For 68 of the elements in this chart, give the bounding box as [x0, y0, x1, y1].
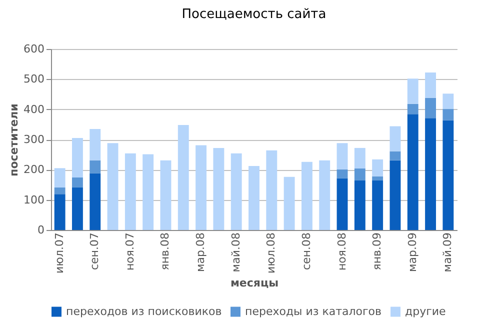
bar: [124, 153, 136, 230]
bar: [407, 78, 418, 104]
bar: [284, 176, 295, 230]
bar: [266, 150, 278, 230]
x-tick-label: ноя.08: [335, 232, 348, 271]
legend-label: переходов из поисковиков: [66, 304, 222, 318]
bar: [160, 160, 172, 230]
bar: [390, 151, 401, 160]
x-tick-label: янв.09: [370, 232, 384, 270]
bar: [54, 194, 66, 230]
bar: [390, 160, 401, 230]
bar: [442, 120, 454, 230]
y-tick-label: 600: [24, 42, 44, 56]
x-tick-label: сен.07: [88, 232, 102, 270]
bar: [54, 187, 66, 194]
bar: [213, 148, 224, 230]
bar: [336, 178, 348, 230]
bar: [301, 162, 312, 230]
bar: [90, 173, 101, 230]
y-tick-label: 400: [24, 102, 44, 116]
legend-label: другие: [405, 304, 446, 318]
bar: [442, 109, 454, 120]
bar: [248, 166, 260, 230]
y-tick-label: 100: [24, 193, 44, 206]
bar: [230, 153, 242, 230]
bar: [354, 148, 366, 168]
bar: [354, 168, 366, 181]
x-tick-label: мар.09: [406, 232, 419, 272]
chart-title: Посещаемость сайта: [182, 7, 326, 22]
bar: [178, 125, 189, 230]
bar: [425, 72, 436, 98]
y-tick-label: 200: [24, 163, 44, 176]
bar: [425, 98, 436, 118]
x-tick-label: сен.08: [300, 232, 313, 270]
bar: [372, 159, 384, 176]
bar: [319, 160, 330, 230]
bar: [72, 138, 83, 178]
bar: [336, 143, 348, 170]
x-tick-label: июл.08: [264, 232, 278, 274]
bar: [407, 114, 418, 230]
x-tick-label: ноя.07: [123, 232, 136, 271]
bar: [354, 180, 366, 230]
y-axis-title: посетители: [8, 104, 21, 176]
y-tick-label: 500: [24, 72, 44, 86]
y-tick-label: 0: [38, 224, 44, 236]
bar: [196, 145, 207, 230]
bar: [72, 187, 83, 230]
x-tick-label: май.08: [229, 232, 242, 272]
bar: [372, 180, 384, 230]
bar: [442, 94, 454, 110]
bar: [390, 126, 401, 152]
x-tick-label: июл.07: [52, 232, 66, 274]
legend-label: переходы из каталогов: [245, 304, 382, 318]
bar: [425, 118, 436, 230]
bar: [336, 169, 348, 178]
bar: [372, 176, 384, 181]
bar: [72, 178, 83, 188]
x-tick-label: янв.08: [158, 232, 172, 270]
bar: [90, 128, 101, 160]
x-axis-title: месяцы: [230, 276, 279, 290]
bar: [90, 160, 101, 174]
bar: [407, 104, 418, 114]
x-tick-label: мар.08: [194, 232, 208, 272]
bar: [107, 143, 118, 230]
x-tick-label: май.09: [441, 232, 454, 272]
bar: [54, 168, 66, 188]
bar: [142, 154, 154, 230]
y-tick-label: 300: [24, 133, 44, 146]
